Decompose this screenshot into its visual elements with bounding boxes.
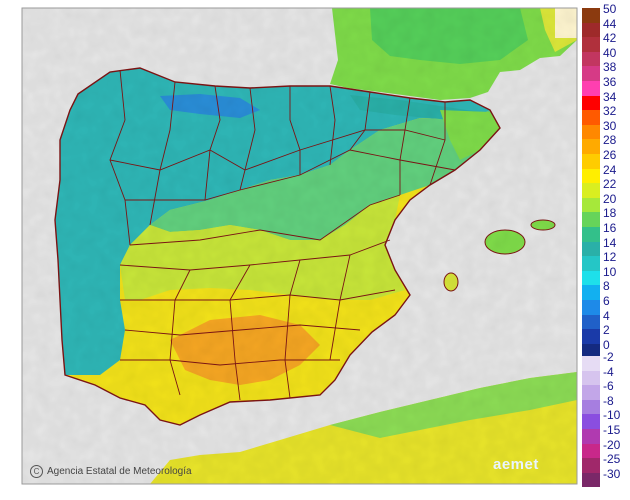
legend-label-10: 10: [603, 264, 617, 279]
legend-label-34: 34: [603, 89, 617, 104]
legend-label-26: 26: [603, 148, 617, 162]
legend-label-18: 18: [603, 206, 617, 221]
legend-swatch--20: [582, 443, 600, 459]
legend-swatch--30: [582, 472, 600, 488]
legend-swatch--25: [582, 458, 600, 473]
province-borders: [109, 69, 456, 401]
legend-label-6: 6: [603, 294, 610, 308]
temperature-legend: 50 44 42 40 38 36 34 32 30 28 26 24 22 20 18 16 14 12 10 8 6…: [582, 3, 630, 493]
legend-label-40: 40: [603, 45, 617, 60]
legend-label-24: 24: [603, 162, 617, 177]
legend-label-12: 12: [603, 250, 617, 265]
legend-swatch-24: [582, 168, 600, 184]
legend-label--8: -8: [603, 393, 614, 408]
legend-swatch-30: [582, 124, 600, 140]
agency-credit-text: Agencia Estatal de Meteorología: [47, 466, 192, 477]
legend-label-42: 42: [603, 31, 617, 46]
legend-swatch-28: [582, 139, 600, 154]
legend-label-14: 14: [603, 235, 617, 250]
legend-label--30: -30: [603, 466, 621, 481]
legend-swatch--6: [582, 385, 600, 400]
legend-swatch-6: [582, 300, 600, 315]
legend-swatch-10: [582, 270, 600, 286]
legend-label-30: 30: [603, 118, 617, 133]
legend-label-44: 44: [603, 16, 617, 31]
legend-label--4: -4: [603, 364, 614, 379]
island-outlines: [443, 219, 556, 292]
legend-swatch-0: [582, 343, 600, 359]
map-border: [21, 7, 578, 485]
legend-swatch-18: [582, 212, 600, 227]
legend-label--25: -25: [603, 452, 621, 467]
legend-label--15: -15: [603, 423, 621, 437]
legend-swatch--10: [582, 414, 600, 429]
legend-swatch--4: [582, 370, 600, 386]
legend-swatch-4: [582, 314, 600, 330]
legend-swatch-38: [582, 66, 600, 81]
legend-swatch-26: [582, 154, 600, 169]
copyright-icon: C: [30, 465, 43, 478]
legend-label-50: 50: [603, 2, 617, 16]
legend-swatch-40: [582, 51, 600, 67]
legend-swatch--15: [582, 429, 600, 444]
field-texture: [22, 8, 577, 484]
legend-label-4: 4: [603, 308, 610, 323]
legend-label--10: -10: [603, 408, 621, 423]
legend-swatch-16: [582, 227, 600, 242]
legend-swatch-12: [582, 256, 600, 271]
legend-label-0: 0: [603, 337, 610, 352]
legend-label-8: 8: [603, 279, 610, 294]
legend-label-22: 22: [603, 177, 617, 192]
iberia-coastline: [54, 67, 501, 426]
legend-label-38: 38: [603, 60, 617, 75]
legend-label--2: -2: [603, 350, 614, 364]
legend-label-28: 28: [603, 133, 617, 148]
legend-swatch-44: [582, 22, 600, 38]
legend-label-32: 32: [603, 104, 617, 119]
legend-label--6: -6: [603, 379, 614, 394]
legend-swatch--8: [582, 399, 600, 415]
legend-swatch-20: [582, 197, 600, 213]
legend-label-16: 16: [603, 221, 617, 235]
legend-swatch-2: [582, 329, 600, 344]
agency-credit: C Agencia Estatal de Meteorología: [30, 465, 192, 478]
legend-label-20: 20: [603, 191, 617, 206]
legend-swatch-8: [582, 285, 600, 300]
legend-label-36: 36: [603, 75, 617, 89]
legend-swatch-36: [582, 81, 600, 96]
legend-swatch-14: [582, 241, 600, 257]
legend-swatch-22: [582, 183, 600, 198]
legend-label--20: -20: [603, 437, 621, 452]
legend-label-2: 2: [603, 323, 610, 338]
legend-swatch-42: [582, 37, 600, 52]
aemet-logo: aemet: [493, 456, 539, 473]
legend-swatch-50: [582, 8, 600, 23]
legend-swatch-32: [582, 110, 600, 125]
legend-swatch-34: [582, 95, 600, 111]
legend-swatch--2: [582, 356, 600, 371]
